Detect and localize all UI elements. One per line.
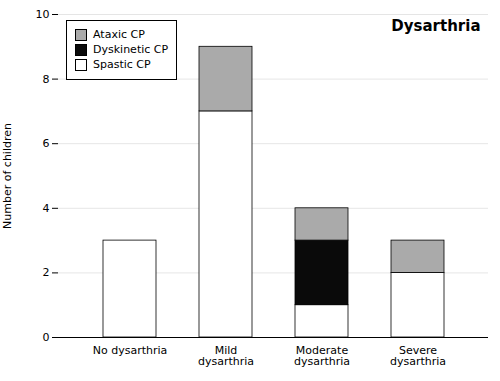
svg-text:Milddysarthria: Milddysarthria	[198, 344, 254, 368]
svg-text:Dysarthria: Dysarthria	[391, 17, 480, 35]
svg-text:No dysarthria: No dysarthria	[93, 344, 168, 357]
svg-text:2: 2	[43, 266, 50, 279]
html-text:Dyskinetic CP: Dyskinetic CP	[93, 43, 169, 57]
svg-text:Moderatedysarthria: Moderatedysarthria	[294, 344, 350, 368]
svg-text:Number of children: Number of children	[1, 123, 14, 229]
svg-text:0: 0	[43, 331, 50, 344]
svg-text:6: 6	[43, 137, 50, 150]
svg-text:4: 4	[43, 202, 50, 215]
svg-text:10: 10	[36, 8, 50, 21]
html-text:Spastic CP: Spastic CP	[93, 58, 151, 72]
svg-text:8: 8	[43, 73, 50, 86]
svg-text:Severedysarthria: Severedysarthria	[390, 344, 446, 368]
html-text:Ataxic CP: Ataxic CP	[93, 28, 145, 41]
